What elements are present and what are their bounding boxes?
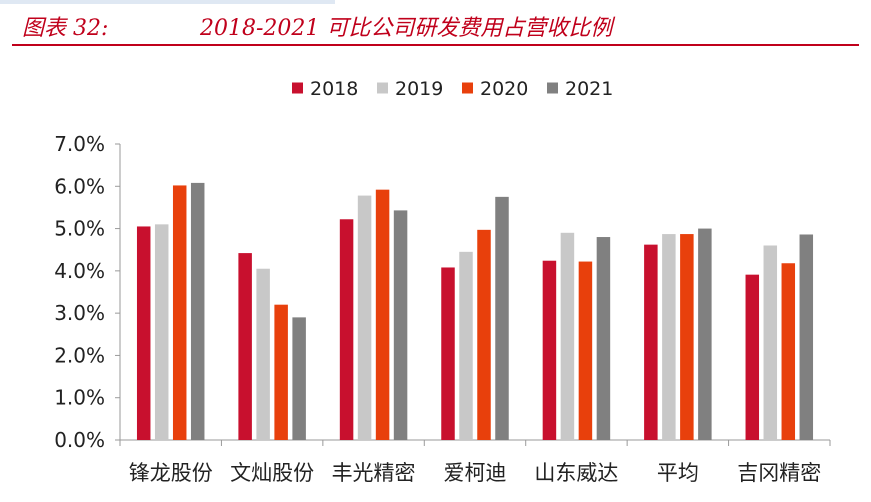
bar-2019: [763, 245, 778, 440]
figure-label: 图表 32:: [22, 16, 109, 41]
legend-label: 2021: [565, 78, 613, 100]
y-tick-label: 4.0%: [54, 259, 105, 283]
bar-2018: [136, 226, 151, 440]
bar-2018: [644, 244, 658, 440]
bar-2019: [560, 232, 575, 440]
bar-2020: [172, 185, 187, 440]
category-label: 丰光精密: [332, 461, 416, 485]
legend-swatch-2019: [377, 82, 388, 94]
bar-2021: [190, 182, 205, 440]
bar-2020: [274, 304, 288, 440]
y-tick-label: 2.0%: [54, 343, 105, 367]
bar-2020: [375, 189, 390, 440]
header-rule: [12, 44, 859, 46]
bar-2021: [698, 228, 712, 440]
legend-swatch-2020: [462, 82, 473, 94]
bar-2019: [357, 195, 372, 440]
bar-2021: [292, 317, 306, 440]
category-label: 文灿股份: [230, 461, 314, 485]
legend-swatch-2018: [292, 82, 303, 94]
bar-2019: [459, 251, 473, 440]
bar-2020: [680, 234, 694, 440]
legend-swatch-2021: [547, 82, 558, 94]
bar-2019: [662, 234, 676, 440]
bar-2021: [393, 210, 408, 440]
bar-2020: [781, 263, 796, 440]
bar-2018: [441, 267, 455, 440]
category-label: 平均: [657, 461, 699, 485]
legend-label: 2019: [395, 78, 443, 100]
bar-2018: [542, 260, 557, 440]
bar-2020: [578, 261, 593, 440]
bar-2019: [154, 224, 169, 440]
y-tick-label: 7.0%: [54, 132, 105, 156]
y-tick-label: 6.0%: [54, 174, 105, 198]
bar-2018: [745, 274, 760, 440]
legend-label: 2018: [310, 78, 358, 100]
bar-2020: [477, 229, 491, 440]
bar-2019: [256, 268, 270, 440]
y-tick-label: 1.0%: [54, 386, 105, 410]
category-label: 爱柯迪: [444, 461, 507, 485]
figure-title: 2018-2021 可比公司研发费用占营收比例: [200, 16, 613, 41]
y-tick-label: 5.0%: [54, 217, 105, 241]
category-label: 吉冈精密: [737, 461, 821, 485]
bar-2018: [238, 253, 252, 440]
bar-2021: [596, 237, 611, 440]
bar-2018: [339, 219, 354, 440]
category-label: 锋龙股份: [129, 461, 213, 485]
bar-2021: [799, 234, 814, 440]
legend-label: 2020: [480, 78, 528, 100]
bar-2021: [495, 196, 509, 440]
category-label: 山东威达: [534, 461, 618, 485]
y-tick-label: 0.0%: [54, 428, 105, 452]
top-color-strip: [0, 0, 335, 4]
y-tick-label: 3.0%: [54, 301, 105, 325]
